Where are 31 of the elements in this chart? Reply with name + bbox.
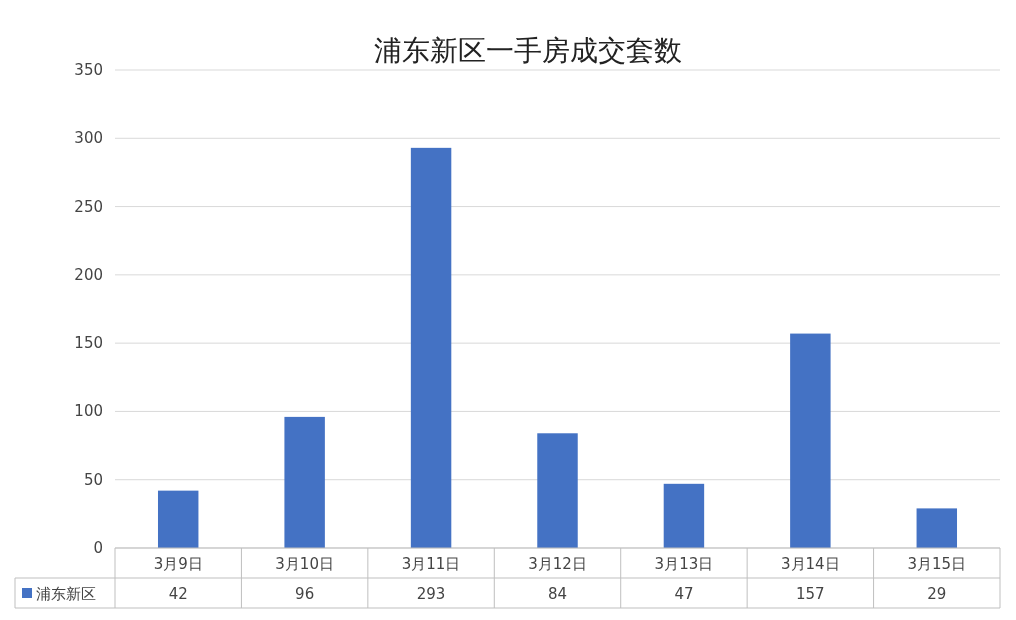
x-tick-label: 3月9日 <box>153 555 203 573</box>
x-tick-label: 3月15日 <box>907 555 967 573</box>
bar <box>410 147 452 548</box>
data-label: 47 <box>674 585 694 603</box>
y-tick-label: 50 <box>83 470 103 489</box>
y-tick-label: 350 <box>74 61 103 79</box>
x-tick-label: 3月11日 <box>401 555 461 573</box>
bar <box>284 416 325 548</box>
bar <box>157 490 199 548</box>
legend-label: 浦东新区 <box>36 585 96 603</box>
data-label: 84 <box>547 585 568 603</box>
y-tick-label: 300 <box>74 129 103 148</box>
data-label: 96 <box>295 585 315 603</box>
y-tick-label: 0 <box>93 539 103 557</box>
bar <box>916 508 958 548</box>
data-label: 42 <box>168 585 188 603</box>
bar <box>790 333 831 548</box>
y-tick-label: 250 <box>74 197 103 216</box>
data-label: 29 <box>927 585 947 603</box>
y-tick-label: 150 <box>74 334 103 353</box>
x-tick-label: 3月10日 <box>275 555 334 573</box>
x-tick-label: 3月12日 <box>528 555 587 573</box>
x-tick-label: 3月14日 <box>781 555 840 573</box>
chart-title: 浦东新区一手房成交套数 <box>373 34 682 67</box>
bar <box>537 433 578 548</box>
bar <box>663 483 705 548</box>
data-label: 293 <box>416 585 446 603</box>
y-tick-label: 200 <box>74 265 103 284</box>
x-tick-label: 3月13日 <box>654 555 714 573</box>
data-label: 157 <box>796 585 825 603</box>
y-tick-label: 100 <box>74 402 103 421</box>
